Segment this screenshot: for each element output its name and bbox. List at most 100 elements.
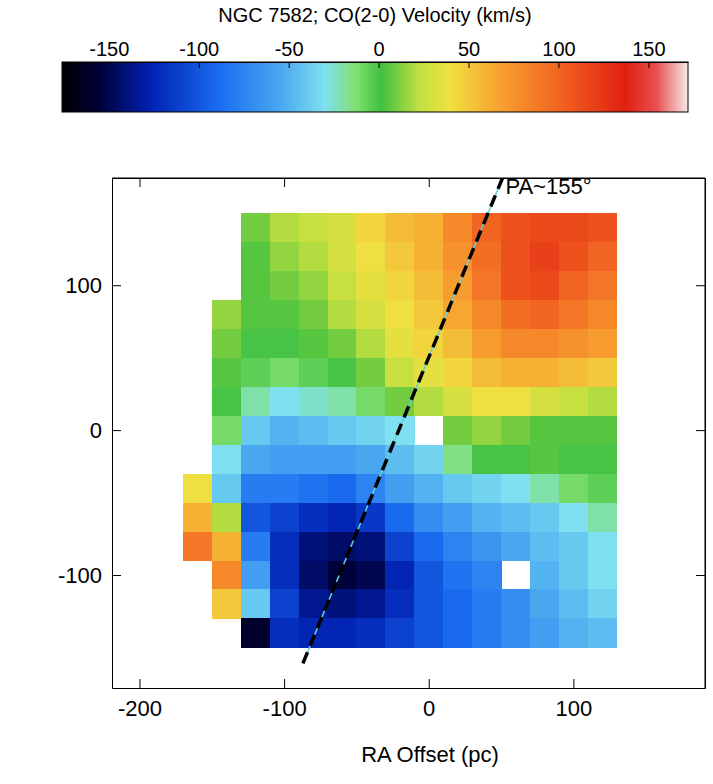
cell: [241, 242, 270, 271]
cell: [356, 561, 385, 590]
cell: [559, 213, 588, 242]
cell: [472, 387, 501, 416]
cell: [241, 329, 270, 358]
y-axis-tick-label: 100: [65, 273, 102, 298]
cell: [501, 300, 530, 329]
cell: [385, 358, 414, 387]
y-axis-tick: 0: [90, 418, 121, 443]
frame-right: [705, 178, 706, 688]
cell: [299, 503, 328, 532]
cell: [472, 329, 501, 358]
cell: [241, 387, 270, 416]
cell: [530, 561, 559, 590]
colorbar-tick: -100: [179, 38, 219, 68]
cell: [212, 474, 241, 503]
colorbar-axis: -150-100-50050100150: [63, 38, 689, 68]
colorbar-tick-label: -150: [89, 38, 129, 60]
colorbar-tick-mark: [648, 62, 649, 68]
plot-area: [183, 178, 617, 663]
colorbar-tick: 150: [632, 38, 665, 68]
cell: [530, 532, 559, 561]
colorbar-tick: -150: [89, 38, 129, 68]
y-axis-tick-mark: [112, 285, 121, 286]
cell: [443, 416, 472, 445]
cell: [443, 503, 472, 532]
cell: [559, 271, 588, 300]
cell: [385, 242, 414, 271]
cell: [356, 618, 385, 647]
cell: [501, 503, 530, 532]
cell: [356, 532, 385, 561]
x-axis-top-line: [113, 178, 706, 179]
x-axis-top-tick: [139, 178, 140, 187]
cell: [501, 618, 530, 647]
cell: [270, 416, 299, 445]
y-axis-tick-label: -100: [58, 563, 102, 588]
y-axis-right-tick-mark: [696, 285, 705, 286]
cell: [472, 416, 501, 445]
cell: [328, 445, 357, 474]
cell: [212, 329, 241, 358]
cell: [472, 589, 501, 618]
x-axis-top-tick-mark: [429, 178, 430, 187]
cell: [270, 271, 299, 300]
cell: [328, 416, 357, 445]
cell: [559, 474, 588, 503]
pa-line: [303, 178, 503, 663]
cell: [501, 589, 530, 618]
x-axis-tick: -100: [263, 679, 307, 721]
x-axis-tick-label: 100: [556, 696, 593, 721]
cell: [501, 532, 530, 561]
cell: [588, 618, 617, 647]
frame-top: [112, 178, 705, 179]
cell: [270, 242, 299, 271]
cell: [241, 561, 270, 590]
cell: [501, 271, 530, 300]
cell: [559, 300, 588, 329]
cell: [328, 213, 357, 242]
y-axis-right-tick: [696, 575, 705, 576]
cell: [588, 589, 617, 618]
cell: [530, 329, 559, 358]
cell: [270, 474, 299, 503]
x-axis-tick-mark: [573, 679, 574, 688]
cell: [241, 618, 270, 647]
cell: [328, 242, 357, 271]
colorbar-tick-mark: [289, 62, 290, 68]
cell: [241, 589, 270, 618]
cell: [559, 387, 588, 416]
cell: [356, 329, 385, 358]
x-axis-top-tick: [429, 178, 430, 187]
cell: [183, 503, 212, 532]
x-axis-tick-label: -100: [263, 696, 307, 721]
cell: [241, 474, 270, 503]
cell: [530, 618, 559, 647]
colorbar-tick: 100: [542, 38, 575, 68]
cell: [588, 445, 617, 474]
y-axis-right-tick: [696, 285, 705, 286]
cell: [385, 589, 414, 618]
cell: [443, 474, 472, 503]
cell: [212, 503, 241, 532]
cell: [588, 387, 617, 416]
cell: [443, 242, 472, 271]
chart: -150-100-50050100150NGC 7582; CO(2-0) Ve…: [0, 0, 713, 784]
cell: [530, 358, 559, 387]
cell: [385, 503, 414, 532]
cell: [443, 618, 472, 647]
cell: [328, 387, 357, 416]
cell: [183, 532, 212, 561]
colorbar-tick: 50: [458, 38, 480, 68]
cell: [559, 445, 588, 474]
cell: [270, 589, 299, 618]
cell: [299, 300, 328, 329]
y-axis-right-tick-mark: [696, 575, 705, 576]
cell: [356, 589, 385, 618]
cell: [414, 561, 443, 590]
cell: [443, 213, 472, 242]
cell: [299, 358, 328, 387]
x-axis-tick-mark: [429, 679, 430, 688]
cell: [414, 474, 443, 503]
cell: [443, 300, 472, 329]
cell: [270, 329, 299, 358]
